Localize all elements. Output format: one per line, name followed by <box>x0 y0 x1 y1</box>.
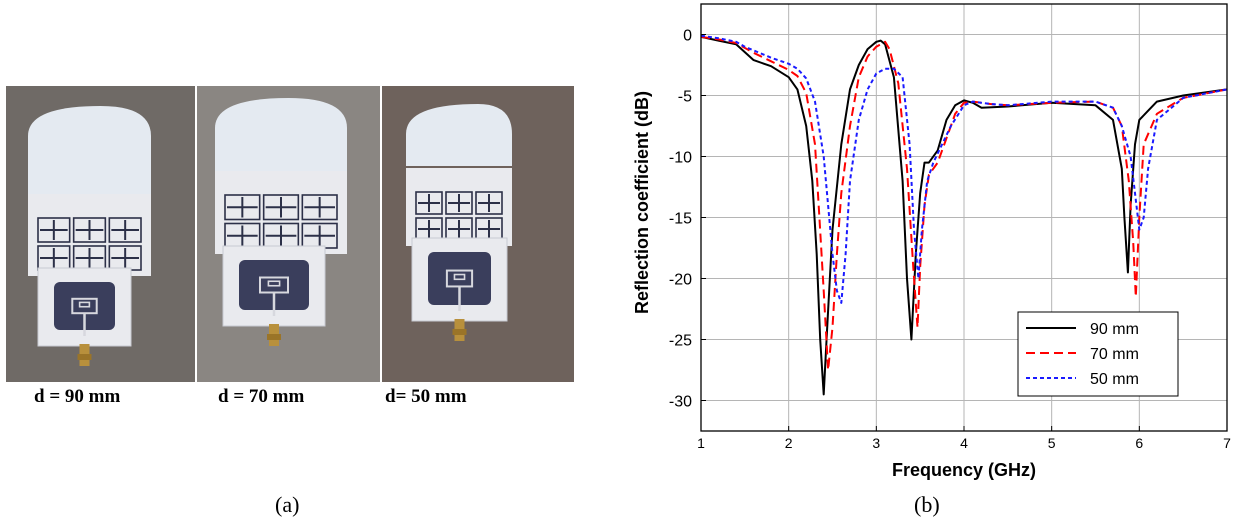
panel-label-a: (a) <box>275 492 300 517</box>
metasurface-cell <box>262 194 300 221</box>
y-tick-label: 0 <box>683 28 692 45</box>
metasurface-cell <box>224 194 261 221</box>
metasurface-cell <box>72 217 107 243</box>
x-tick-label: 1 <box>697 435 705 451</box>
series-group <box>701 34 1227 396</box>
reflection-coefficient-chart: 1 2 3 4 5 6 7 0 -5 -10 -15 -20 -25 -30 Frequency (GHz)… <box>632 3 1231 480</box>
sma-connector-nut <box>267 334 281 340</box>
metasurface-cell <box>301 194 338 221</box>
x-tick-label: 4 <box>960 435 968 451</box>
metasurface-cell <box>37 217 71 243</box>
y-axis-label: Reflection coefficient (dB) <box>632 91 652 314</box>
sma-connector-nut <box>452 329 467 335</box>
antenna-slot-inner <box>453 273 466 281</box>
x-tick-label: 7 <box>1223 435 1231 451</box>
metasurface-cell <box>445 191 473 215</box>
series-line-0 <box>701 35 1227 396</box>
legend-label-0: 90 mm <box>1090 321 1139 338</box>
sma-connector-nut <box>77 354 92 360</box>
y-tick-label: -15 <box>669 211 692 228</box>
legend: 90 mm 70 mm 50 mm <box>1017 311 1179 397</box>
y-tick-label: -10 <box>669 150 692 167</box>
antenna-slot-inner <box>267 280 281 287</box>
y-tick-label: -5 <box>678 89 692 106</box>
metasurface-cell <box>475 191 503 215</box>
x-tick-label: 5 <box>1048 435 1056 451</box>
metasurface-cell <box>415 191 443 215</box>
foam-cylinder <box>215 98 347 171</box>
y-tick-label: -20 <box>669 272 692 289</box>
foam-cylinder <box>28 106 151 196</box>
x-axis-label: Frequency (GHz) <box>892 460 1036 480</box>
panel-label-b: (b) <box>914 492 940 517</box>
foam-cylinder <box>406 104 512 166</box>
antenna-photo-90mm <box>6 86 195 382</box>
tick-group: 1 2 3 4 5 6 7 0 -5 -10 -15 -20 -25 -30 <box>669 28 1231 452</box>
antenna-slot-inner <box>78 301 91 308</box>
photo-caption-70mm: d = 70 mm <box>218 386 305 407</box>
legend-label-2: 50 mm <box>1090 371 1139 388</box>
x-tick-label: 2 <box>785 435 793 451</box>
y-tick-label: -25 <box>669 333 692 350</box>
photo-caption-50mm: d= 50 mm <box>385 386 467 407</box>
photo-caption-90mm: d = 90 mm <box>34 386 121 407</box>
legend-label-1: 70 mm <box>1090 346 1139 363</box>
antenna-photo-70mm <box>197 86 380 382</box>
x-tick-label: 3 <box>872 435 880 451</box>
series-line-1 <box>701 35 1227 371</box>
antenna-photo-50mm <box>382 86 574 382</box>
metasurface-cell <box>108 217 142 243</box>
x-tick-label: 6 <box>1135 435 1143 451</box>
y-tick-label: -30 <box>669 394 692 411</box>
